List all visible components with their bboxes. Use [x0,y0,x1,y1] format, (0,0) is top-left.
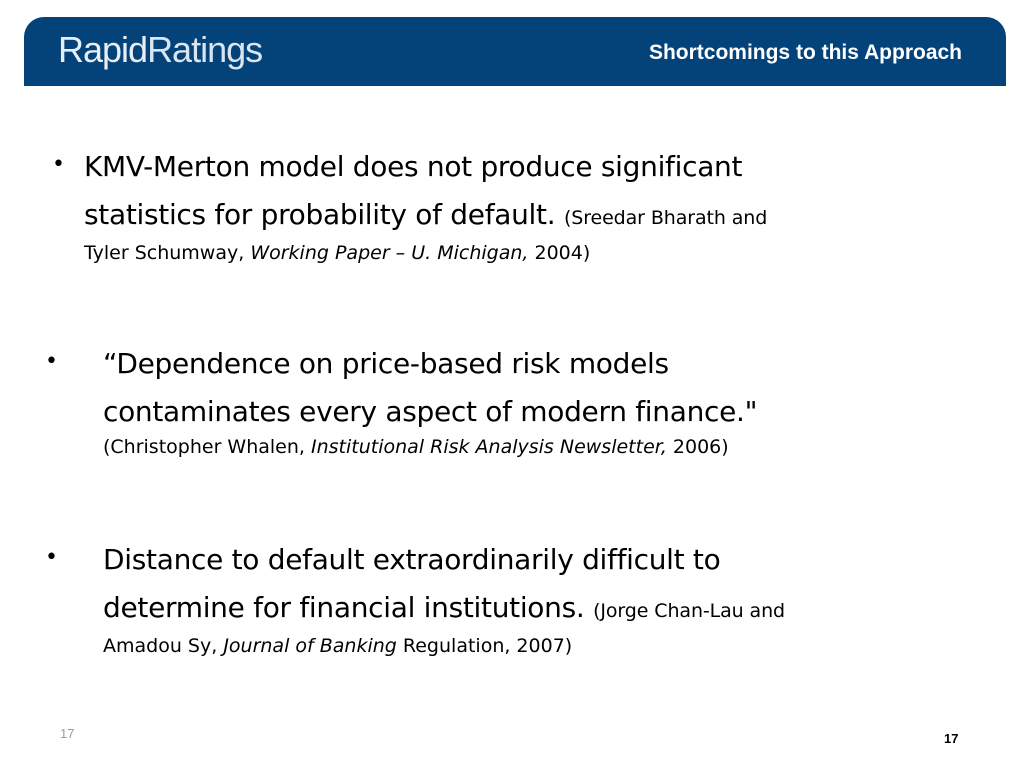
slide-title: Shortcomings to this Approach [648,41,962,64]
citation-line: (Christopher Whalen, Institutional Risk … [103,436,729,458]
bullet-item: Distance to default extraordinarily diff… [103,536,953,663]
bullet-marker: • [45,349,58,374]
bullet-item: “Dependence on price-based risk models c… [103,340,953,464]
bullet-text: KMV-Merton model does not produce signif… [84,150,768,231]
bullet-marker: • [52,152,65,177]
citation-line: Tyler Schumway, Working Paper – U. Michi… [84,242,591,264]
bullet-item: KMV-Merton model does not produce signif… [84,143,934,270]
citation: (Jorge Chan-Lau and [593,600,786,622]
slide-number-right: 17 [944,731,959,746]
bullet-marker: • [45,545,58,570]
logo-text-rapid: Rapid [58,29,148,70]
slide-header: RapidRatings Shortcomings to this Approa… [24,17,1006,86]
bullet-text: “Dependence on price-based risk models c… [103,347,758,428]
slide-number-left: 17 [60,726,75,741]
rapidratings-logo: RapidRatings [58,29,263,70]
logo-text-ratings: Ratings [147,29,263,70]
citation: (Sreedar Bharath and [563,207,768,229]
bullet-text: Distance to default extraordinarily diff… [103,543,786,624]
citation-line: Amadou Sy, Journal of Banking Regulation… [103,635,573,657]
